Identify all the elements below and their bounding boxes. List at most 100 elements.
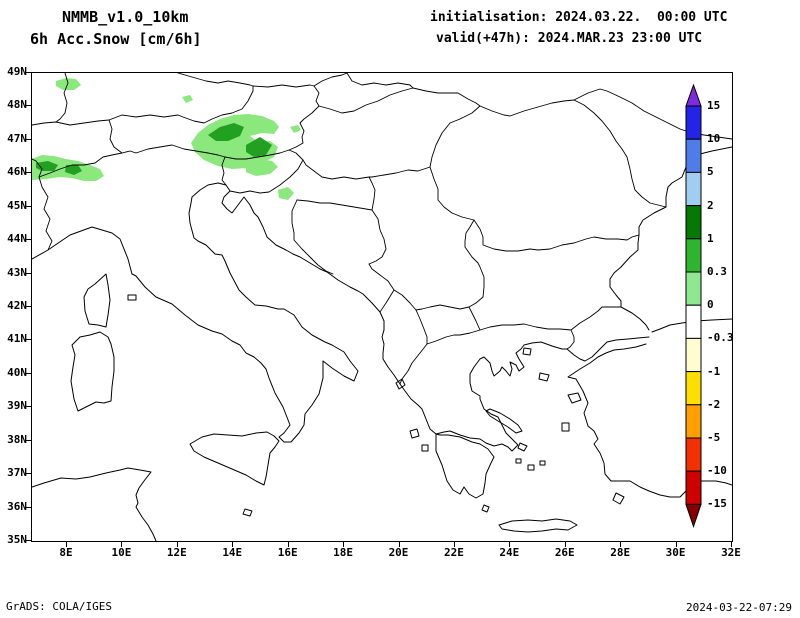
colorbar-tick-label: -10 (707, 464, 727, 478)
border (479, 99, 667, 208)
snow-patch (182, 95, 193, 103)
colorbar-arrow-up (685, 84, 702, 107)
lat-tick (25, 172, 31, 174)
colorbar-segment (685, 337, 702, 373)
border (399, 343, 428, 385)
colorbar-tick-label: 0 (707, 298, 714, 312)
border (464, 219, 485, 308)
colorbar-tick-label: -1 (707, 364, 721, 378)
border (318, 87, 481, 114)
island (395, 378, 406, 390)
border (368, 176, 376, 211)
country-borders (32, 73, 732, 385)
lat-label: 36N (7, 499, 27, 513)
coastline-adriatic-balkan (221, 184, 487, 444)
lat-tick (25, 339, 31, 341)
border (229, 159, 304, 194)
border (573, 88, 732, 140)
lat-label: 42N (7, 299, 27, 312)
lon-label: 24E (499, 546, 520, 559)
coastline-corsica (83, 273, 111, 328)
colorbar-tick-label: 0.3 (707, 265, 727, 278)
lat-tick (25, 306, 31, 307)
coastline-marmara-turkey (567, 343, 732, 498)
border (288, 105, 481, 180)
island (538, 372, 550, 382)
creation-timestamp: 2024-03-22-07:29 (686, 601, 792, 614)
island (127, 294, 137, 301)
lat-label: 35N (7, 533, 27, 546)
lat-tick (25, 540, 31, 541)
lat-label: 39N (7, 399, 27, 413)
colorbar-bar (685, 84, 702, 528)
border (32, 158, 53, 251)
lat-tick (25, 272, 31, 274)
lat-tick (25, 473, 31, 475)
initialisation-time: initialisation: 2024.03.22. 00:00 UTC (430, 10, 728, 25)
lat-label: 40N (7, 365, 27, 379)
lat-tick (25, 372, 31, 374)
border (32, 119, 110, 126)
lon-label: 22E (443, 546, 464, 559)
border (393, 289, 417, 311)
snow-core (208, 123, 244, 141)
colorbar-tick-label: -0.3 (707, 331, 734, 345)
colorbar-segment (685, 271, 702, 306)
lat-tick (25, 439, 31, 441)
border (570, 306, 622, 331)
colorbar-segment (685, 304, 702, 339)
lat-tick (25, 205, 31, 207)
border (415, 304, 470, 311)
coastline-black-sea-west (609, 146, 732, 331)
snow-core (246, 137, 272, 157)
model-title: NMMB_v1.0_10km (62, 8, 189, 26)
island (561, 422, 570, 432)
lat-tick (25, 138, 31, 140)
lat-tick (25, 406, 31, 408)
island (612, 492, 625, 505)
border (415, 309, 575, 350)
border (177, 73, 254, 87)
island (515, 458, 522, 464)
coastline-sardinia (70, 331, 115, 412)
lat-label: 38N (7, 432, 27, 446)
colorbar-tick-label: 10 (707, 132, 721, 146)
lon-tick (232, 541, 234, 547)
border (368, 209, 387, 265)
snow-patch (56, 78, 81, 90)
lon-tick (176, 541, 178, 547)
border (221, 156, 227, 186)
border (346, 73, 414, 89)
island (421, 444, 429, 452)
colorbar-tick-label: 5 (707, 165, 714, 179)
island (409, 428, 420, 439)
coastline-peloponnese (435, 433, 495, 499)
lon-tick (287, 541, 289, 547)
border (291, 199, 334, 275)
lon-tick (620, 541, 622, 547)
island (527, 464, 535, 471)
lat-tick (25, 72, 31, 73)
coastline-sicily (189, 431, 280, 486)
border (313, 73, 348, 87)
lon-label: 26E (554, 546, 575, 559)
coastlines (32, 146, 732, 541)
lon-label: 32E (721, 546, 741, 559)
border (368, 263, 395, 313)
lat-label: 45N (7, 198, 27, 212)
lon-label: 14E (222, 546, 243, 559)
lat-tick (25, 105, 31, 107)
colorbar-tick-label: 1 (707, 231, 714, 245)
border (108, 119, 123, 154)
border (224, 149, 290, 160)
lat-label: 46N (7, 165, 27, 179)
border (296, 199, 373, 211)
island (522, 347, 532, 356)
lat-label: 47N (7, 131, 27, 145)
snow-patch (278, 187, 294, 200)
coastline-aegean-north (469, 336, 650, 452)
lon-tick (731, 541, 732, 547)
colorbar-segment (685, 205, 702, 240)
coastline-euboea (485, 408, 523, 434)
coastline-crete (498, 518, 578, 533)
